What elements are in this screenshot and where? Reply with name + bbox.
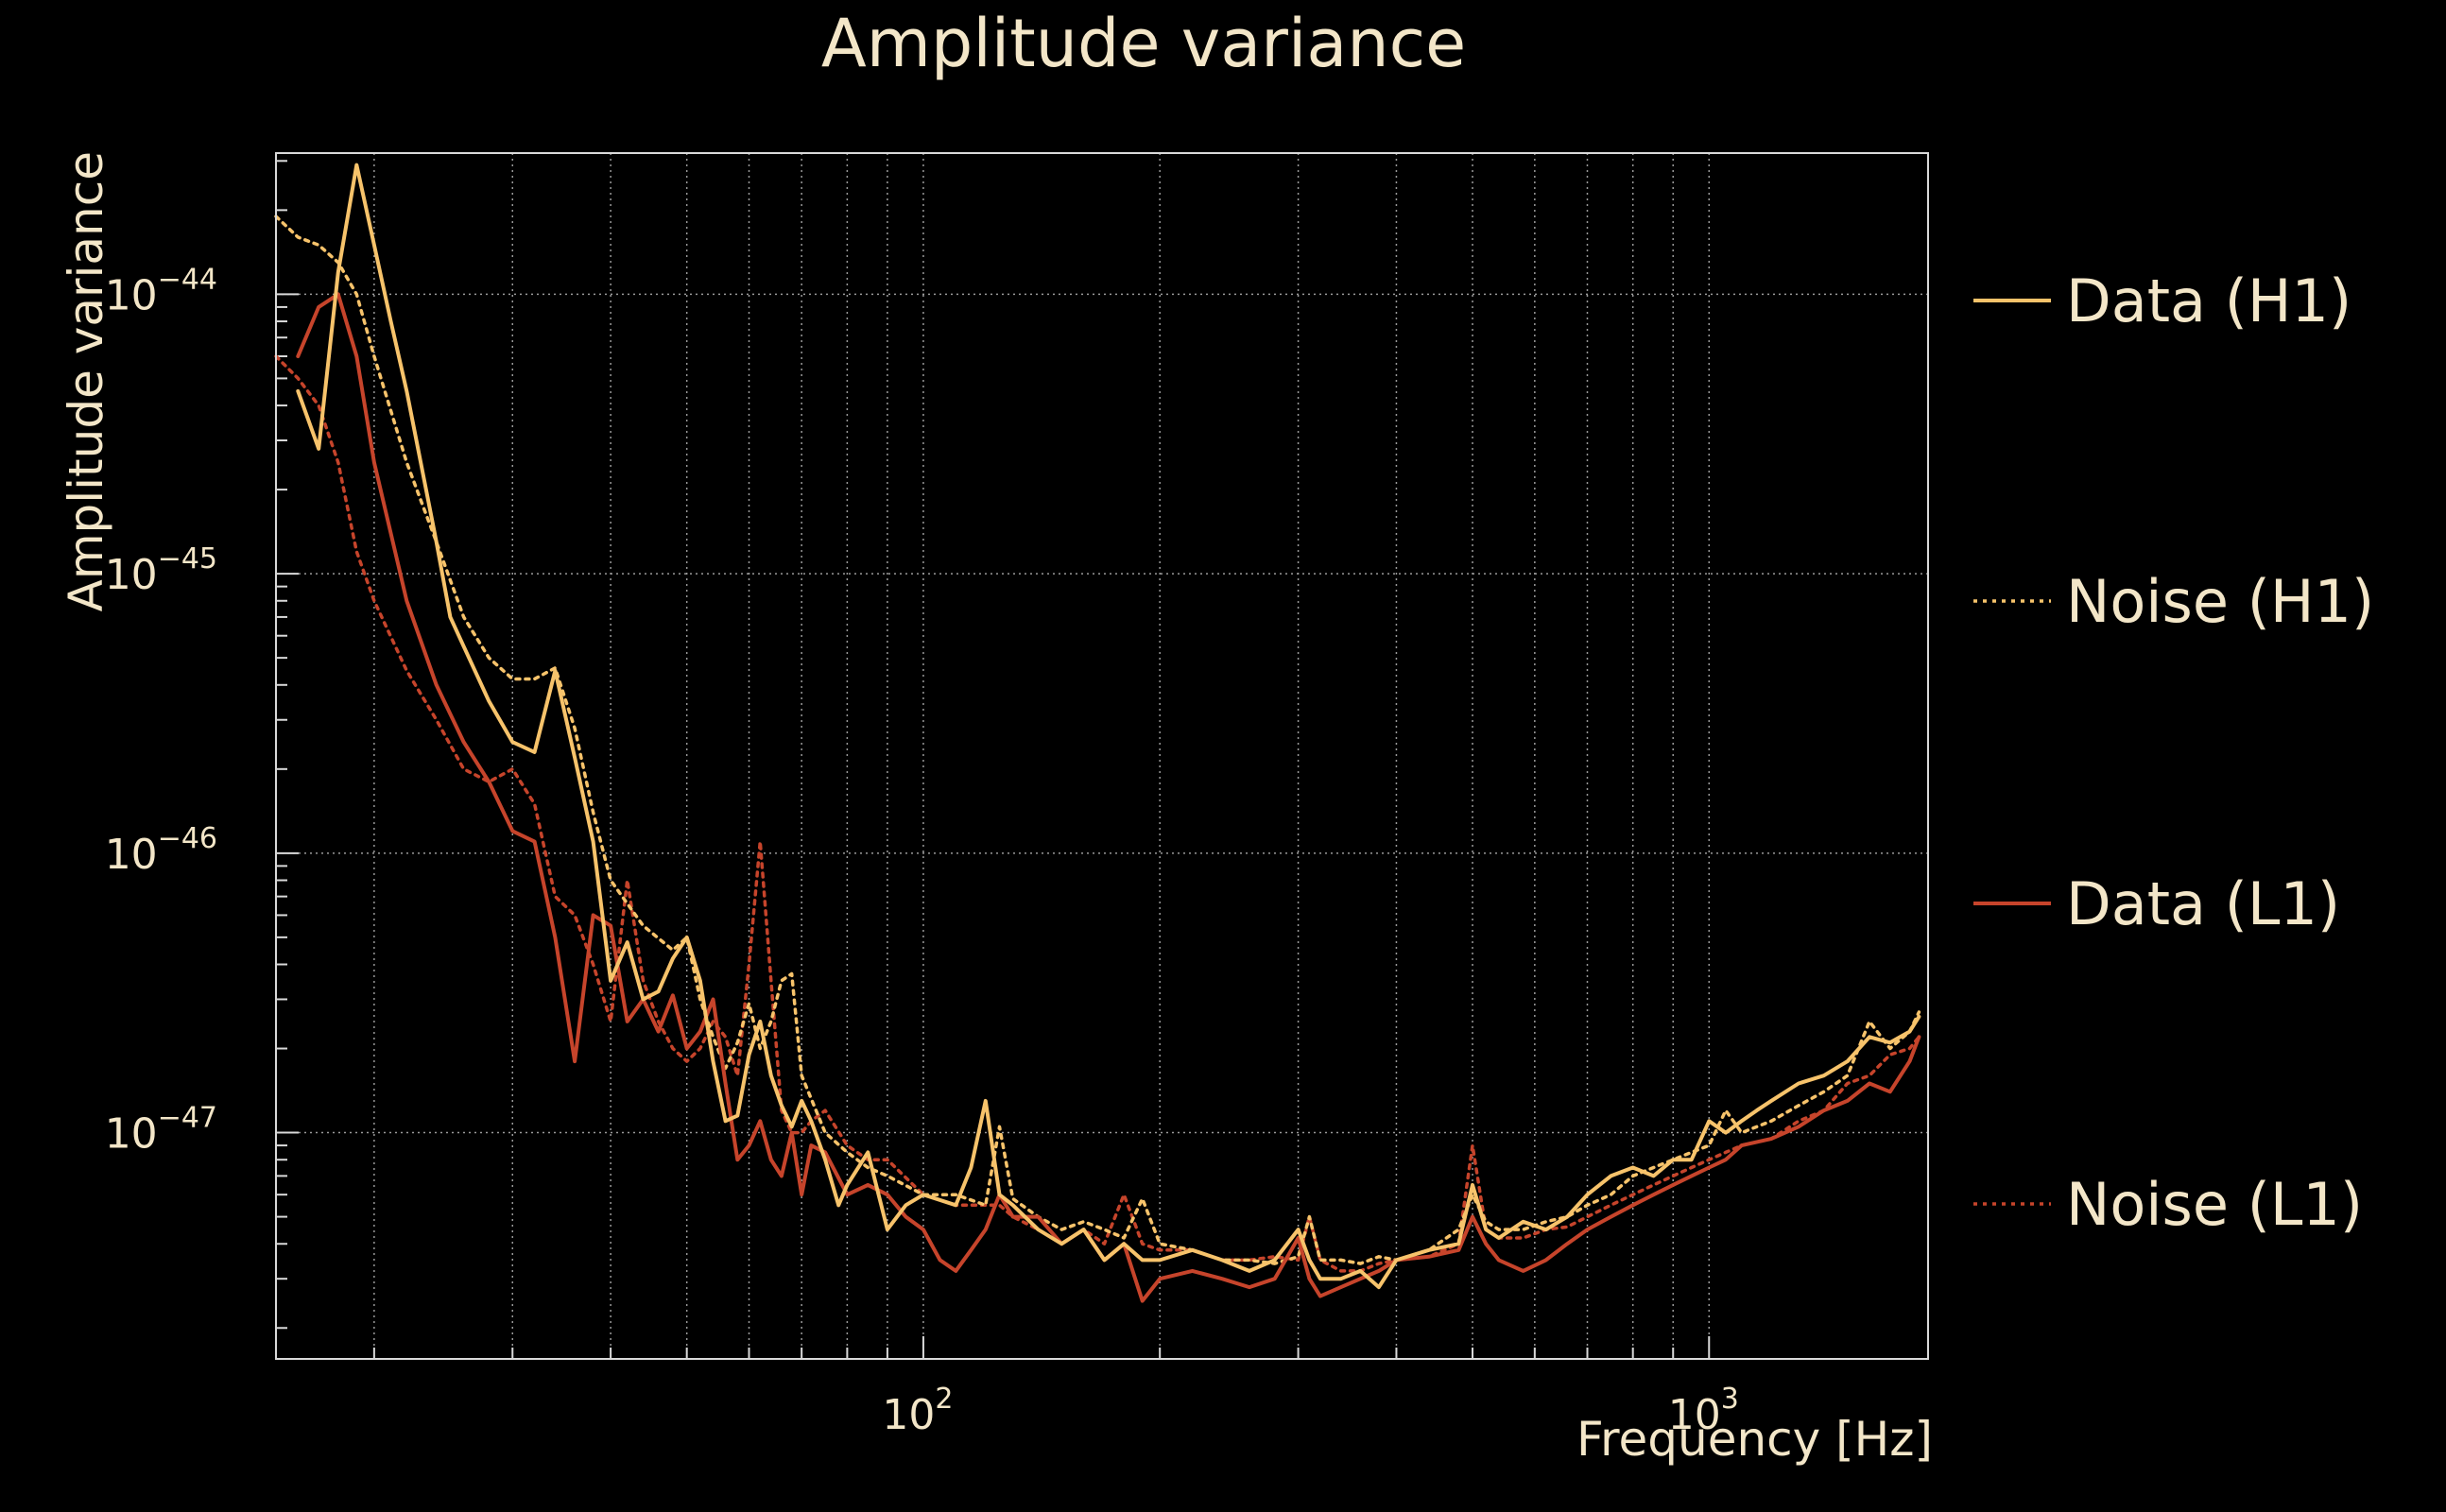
y-tick-label: 10−44 xyxy=(105,263,217,319)
legend-label: Data (L1) xyxy=(2066,869,2340,938)
x-tick-label: 102 xyxy=(882,1383,953,1439)
x-tick-label: 103 xyxy=(1668,1383,1739,1439)
y-tick-labels: 10−44 10−45 10−46 10−47 xyxy=(105,263,217,1158)
series-line-noise-h1 xyxy=(274,215,1921,1265)
series-line-data-l1 xyxy=(296,292,1921,1303)
y-tick-label: 10−45 xyxy=(105,542,217,599)
legend: Data (H1) Noise (H1) Data (L1) Noise (L1) xyxy=(1973,266,2374,1239)
minor-ticks xyxy=(276,160,1711,1359)
legend-label: Noise (L1) xyxy=(2066,1170,2363,1239)
series-lines xyxy=(274,163,1921,1303)
grid-lines xyxy=(276,153,1928,1359)
y-tick-label: 10−47 xyxy=(105,1102,217,1159)
legend-label: Data (H1) xyxy=(2066,266,2351,335)
series-line-data-h1 xyxy=(296,163,1921,1290)
legend-label: Noise (H1) xyxy=(2066,567,2374,636)
plot-frame xyxy=(275,152,1929,1360)
y-axis-label: Amplitude variance xyxy=(59,151,113,611)
x-tick-labels: 102 103 xyxy=(882,1383,1738,1439)
x-axis-label: Frequency [Hz] xyxy=(1576,1412,1933,1467)
y-tick-label: 10−46 xyxy=(105,822,217,879)
chart-title: Amplitude variance xyxy=(821,5,1466,82)
